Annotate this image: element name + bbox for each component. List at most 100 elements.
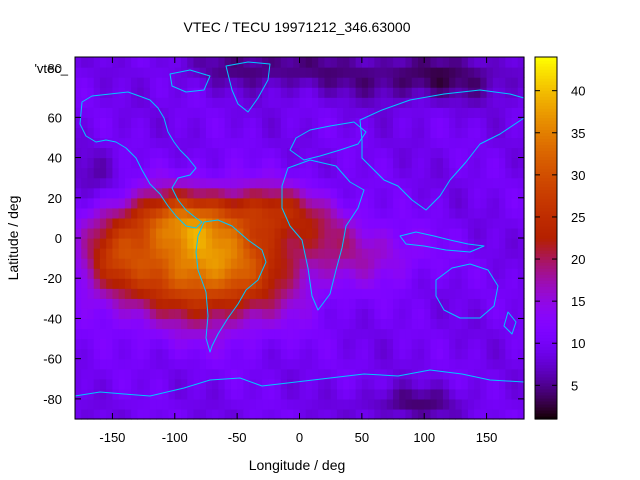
heatmap-cell	[343, 338, 350, 350]
heatmap-cell	[411, 137, 419, 149]
heatmap-cell	[93, 107, 101, 118]
heatmap-cell	[230, 67, 238, 78]
heatmap-cell	[181, 368, 188, 380]
heatmap-cell	[237, 278, 244, 289]
colorbar-cell	[535, 325, 557, 330]
heatmap-cell	[112, 217, 120, 229]
heatmap-cell	[268, 57, 276, 68]
heatmap-cell	[336, 117, 344, 128]
heatmap-cell	[368, 398, 375, 410]
heatmap-cell	[411, 338, 419, 350]
heatmap-cell	[162, 358, 170, 370]
heatmap-cell	[517, 77, 525, 88]
heatmap-cell	[511, 167, 519, 179]
heatmap-cell	[318, 147, 326, 159]
heatmap-cell	[393, 298, 400, 309]
heatmap-cell	[87, 288, 95, 299]
heatmap-cell	[168, 378, 176, 390]
heatmap-cell	[480, 348, 488, 360]
heatmap-cell	[417, 258, 425, 269]
heatmap-cell	[137, 137, 145, 149]
heatmap-cell	[355, 358, 363, 370]
heatmap-cell	[368, 217, 375, 229]
heatmap-cell	[224, 268, 232, 279]
heatmap-cell	[193, 368, 201, 380]
heatmap-cell	[93, 378, 101, 390]
heatmap-cell	[318, 187, 326, 199]
heatmap-cell	[311, 378, 319, 390]
colorbar-cell	[535, 394, 557, 399]
heatmap-cell	[249, 147, 257, 159]
colorbar-cell	[535, 397, 557, 402]
heatmap-cell	[187, 378, 195, 390]
heatmap-cell	[156, 117, 163, 128]
heatmap-cell	[374, 388, 382, 400]
heatmap-cell	[467, 338, 475, 350]
heatmap-cell	[156, 298, 163, 309]
heatmap-cell	[287, 378, 294, 390]
heatmap-cell	[343, 258, 350, 269]
heatmap-cell	[131, 258, 138, 269]
colorbar-cell	[535, 195, 557, 200]
heatmap-cell	[262, 398, 269, 410]
heatmap-cell	[411, 227, 419, 239]
heatmap-cell	[162, 238, 170, 249]
heatmap-cell	[106, 207, 114, 219]
heatmap-cell	[405, 298, 413, 309]
heatmap-cell	[255, 328, 263, 340]
heatmap-cell	[280, 87, 288, 98]
heatmap-cell	[324, 328, 332, 340]
colorbar-cell	[535, 72, 557, 76]
heatmap-cell	[187, 57, 195, 68]
heatmap-cell	[380, 217, 388, 229]
heatmap-cell	[461, 137, 469, 149]
colorbar-cell	[535, 204, 557, 209]
heatmap-cell	[255, 77, 263, 88]
heatmap-cell	[243, 338, 251, 350]
heatmap-cell	[93, 368, 101, 380]
heatmap-cell	[87, 127, 95, 139]
heatmap-cell	[343, 378, 350, 390]
heatmap-cell	[430, 328, 438, 340]
heatmap-cell	[230, 288, 238, 299]
heatmap-cell	[287, 177, 294, 189]
heatmap-cell	[280, 57, 288, 68]
heatmap-cell	[81, 97, 89, 108]
heatmap-cell	[118, 368, 126, 380]
heatmap-cell	[349, 308, 357, 320]
heatmap-cell	[118, 268, 126, 279]
heatmap-cell	[181, 298, 188, 309]
heatmap-cell	[137, 388, 145, 400]
heatmap-cell	[224, 127, 232, 139]
heatmap-cell	[280, 288, 288, 299]
heatmap-cell	[131, 77, 138, 88]
heatmap-cell	[249, 408, 257, 420]
heatmap-cell	[99, 328, 107, 340]
heatmap-cell	[374, 177, 382, 189]
heatmap-cell	[442, 227, 450, 239]
colorbar-cell	[535, 114, 557, 118]
heatmap-cell	[417, 157, 425, 169]
heatmap-cell	[355, 278, 363, 289]
heatmap-cell	[393, 177, 400, 189]
colorbar-tick-label: 35	[571, 126, 585, 141]
heatmap-cell	[287, 207, 294, 219]
heatmap-cell	[449, 318, 457, 330]
heatmap-cell	[87, 147, 95, 159]
heatmap-cell	[380, 67, 388, 78]
heatmap-cell	[106, 298, 114, 309]
heatmap-cell	[112, 368, 120, 380]
heatmap-cell	[137, 288, 145, 299]
heatmap-cell	[118, 408, 126, 420]
heatmap-cell	[461, 308, 469, 320]
heatmap-cell	[492, 217, 500, 229]
heatmap-cell	[118, 298, 126, 309]
heatmap-cell	[355, 408, 363, 420]
heatmap-cell	[293, 167, 301, 179]
heatmap-cell	[93, 137, 101, 149]
heatmap-cell	[349, 107, 357, 118]
heatmap-cell	[106, 258, 114, 269]
heatmap-cell	[436, 408, 444, 420]
heatmap-cell	[230, 147, 238, 159]
heatmap-cell	[511, 217, 519, 229]
